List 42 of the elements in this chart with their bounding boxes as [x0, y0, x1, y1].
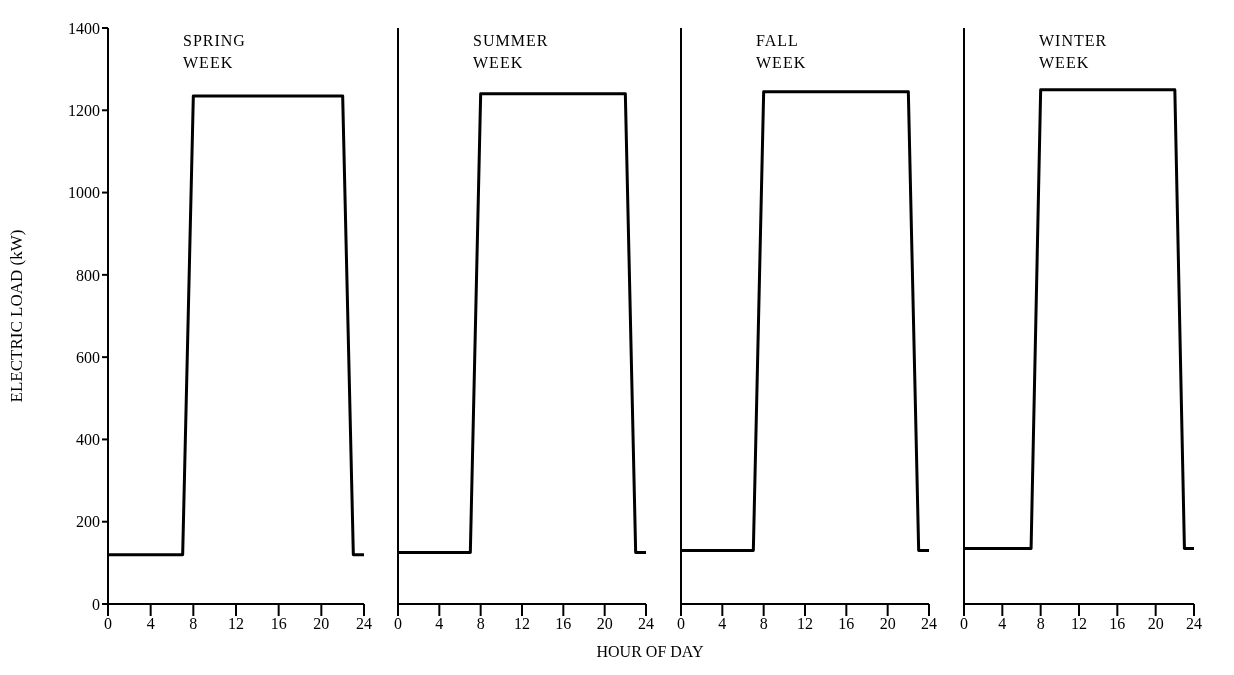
x-tick-label: 24 [638, 615, 654, 633]
x-tick-label: 20 [879, 615, 896, 633]
x-tick-label: 20 [596, 615, 613, 633]
x-tick-label: 12 [1071, 615, 1087, 633]
y-tick-label: 0 [92, 595, 100, 613]
x-axis-title: HOUR OF DAY [595, 643, 705, 661]
x-tick-label: 4 [435, 615, 444, 633]
x-tick-label: 20 [313, 615, 330, 633]
x-tick-label: 12 [514, 615, 530, 633]
x-tick-label: 0 [960, 615, 968, 633]
x-tick-label: 24 [921, 615, 937, 633]
y-axis-title: ELECTRIC LOAD (kW) [7, 229, 27, 403]
x-tick-label: 8 [759, 615, 768, 633]
x-tick-label: 0 [104, 615, 112, 633]
y-tick-label: 1200 [68, 101, 100, 119]
x-tick-label: 12 [797, 615, 813, 633]
text: SPRING WEEK [183, 31, 247, 73]
text: SUMMER WEEK [473, 31, 550, 73]
x-tick-label: 20 [1147, 615, 1164, 633]
x-tick-label: 8 [189, 615, 198, 633]
x-tick-label: 16 [555, 615, 572, 633]
y-tick-label: 1000 [68, 184, 100, 202]
y-tick-label: 200 [76, 513, 100, 531]
x-tick-label: 4 [998, 615, 1007, 633]
y-tick-label: 400 [76, 431, 100, 449]
x-tick-label: 24 [356, 615, 372, 633]
x-tick-label: 8 [1036, 615, 1045, 633]
y-tick-label: 600 [76, 348, 100, 366]
x-tick-label: 4 [146, 615, 155, 633]
text: WINTER WEEK [1039, 31, 1109, 73]
x-tick-label: 0 [394, 615, 402, 633]
x-tick-label: 4 [718, 615, 727, 633]
y-tick-label: 1400 [68, 19, 100, 37]
x-tick-label: 12 [228, 615, 244, 633]
text: FALL WEEK [756, 31, 808, 73]
x-tick-label: 24 [1186, 615, 1202, 633]
x-tick-label: 0 [677, 615, 685, 633]
x-tick-label: 8 [476, 615, 485, 633]
x-tick-label: 16 [270, 615, 287, 633]
x-tick-label: 16 [1109, 615, 1126, 633]
x-tick-label: 16 [838, 615, 855, 633]
y-tick-label: 800 [76, 266, 100, 284]
